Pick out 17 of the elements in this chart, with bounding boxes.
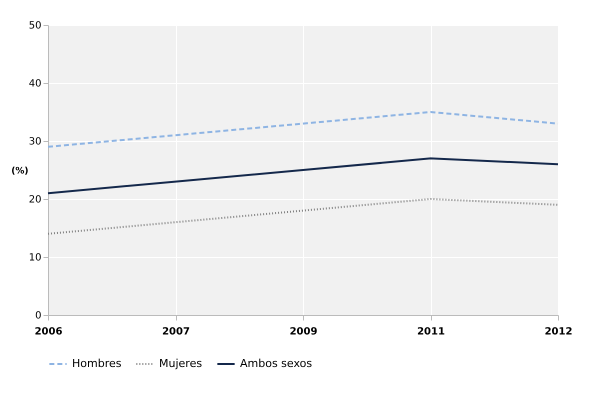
y-tick-label: 30	[28, 136, 42, 148]
x-tick-label: 2006	[34, 326, 62, 338]
x-tick-label: 2009	[290, 326, 318, 338]
legend-label: Hombres	[72, 357, 122, 370]
y-tick-label: 50	[28, 20, 42, 32]
y-tick-label: 10	[28, 252, 42, 264]
line-series	[47, 157, 559, 194]
x-tick-label: 2011	[417, 326, 445, 338]
y-tick-label: 0	[35, 310, 42, 322]
line-series	[47, 198, 559, 235]
legend-label: Mujeres	[159, 357, 202, 370]
x-tick-label: 2012	[544, 326, 572, 338]
y-axis-title: (%)	[11, 166, 28, 176]
x-tick-label: 2007	[162, 326, 190, 338]
legend-label: Ambos sexos	[240, 357, 312, 370]
y-tick-label: 40	[28, 78, 42, 90]
y-tick-label: 20	[28, 194, 42, 206]
